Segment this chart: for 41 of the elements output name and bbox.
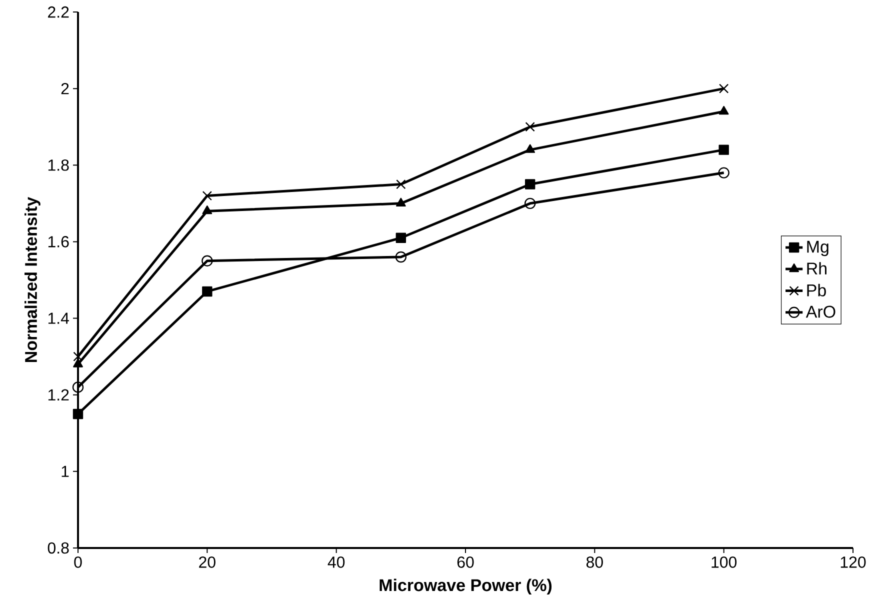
point	[395, 251, 407, 263]
point	[202, 286, 212, 297]
y-tick-label: 1.8	[48, 159, 69, 171]
point	[396, 198, 406, 207]
point	[525, 144, 536, 153]
point	[396, 232, 406, 243]
legend-label: Pb	[807, 284, 826, 296]
point	[73, 352, 83, 362]
point	[718, 84, 729, 94]
y-tick-label: 1.4	[48, 312, 69, 324]
y-tick-label: 2.2	[48, 6, 69, 18]
y-tick-label: 0.8	[48, 542, 69, 554]
y-tick-label: 1.6	[48, 236, 69, 248]
x-tick-label: 120	[840, 556, 866, 568]
y-tick-label: 1.2	[48, 389, 69, 400]
y-tick-label: 2	[61, 82, 69, 94]
x-tick-label: 80	[586, 556, 603, 568]
point	[73, 358, 83, 368]
point	[524, 179, 536, 190]
point	[72, 408, 84, 420]
point	[202, 255, 213, 266]
legend-label: Mg	[807, 240, 828, 256]
x-tick-label: 20	[199, 556, 216, 568]
x-tick-label: 100	[712, 556, 737, 568]
x-tick-label: 0	[74, 556, 82, 568]
point	[525, 122, 535, 132]
point	[202, 190, 212, 201]
x-tick-label: 40	[328, 556, 345, 568]
point	[396, 179, 406, 190]
point	[202, 205, 212, 214]
y-axis-title: Normalized Intensity	[24, 196, 40, 362]
x-tick-label: 60	[457, 556, 474, 568]
point	[524, 198, 536, 210]
point	[718, 167, 730, 178]
x-axis-title: Microwave Power (%)	[380, 578, 552, 595]
legend-label: Rh	[807, 262, 826, 274]
legend-label: ArO	[806, 306, 836, 318]
point	[718, 144, 729, 155]
point	[72, 382, 84, 393]
y-tick-label: 1	[62, 466, 69, 477]
point	[718, 106, 729, 115]
